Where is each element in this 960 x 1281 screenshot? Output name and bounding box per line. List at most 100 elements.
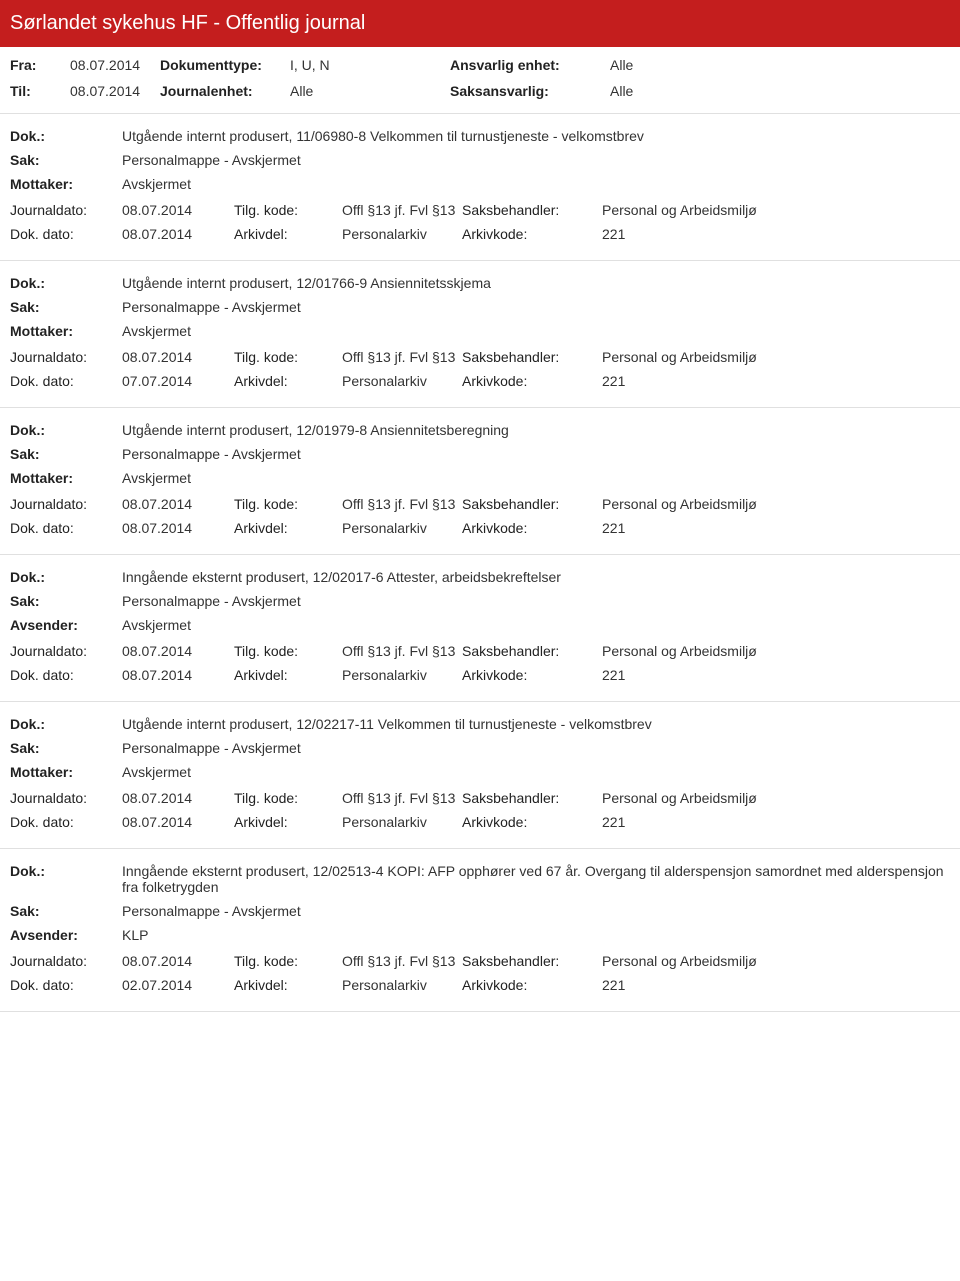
party-value: Avskjermet xyxy=(122,764,950,780)
tilgkode-label: Tilg. kode: xyxy=(234,496,342,512)
arkivkode-label: Arkivkode: xyxy=(462,814,602,830)
tilgkode-label: Tilg. kode: xyxy=(234,643,342,659)
arkivkode-label: Arkivkode: xyxy=(462,977,602,993)
dok-value: Inngående eksternt produsert, 12/02513-4… xyxy=(122,863,950,895)
saksbehandler-value: Personal og Arbeidsmiljø xyxy=(602,496,950,512)
journal-entry: Dok.:Utgående internt produsert, 12/0176… xyxy=(0,261,960,408)
dokdato-label: Dok. dato: xyxy=(10,667,122,683)
arkivkode-value: 221 xyxy=(602,977,950,993)
party-label: Mottaker: xyxy=(10,470,122,486)
arkivkode-value: 221 xyxy=(602,226,950,242)
sak-value: Personalmappe - Avskjermet xyxy=(122,740,950,756)
party-value: Avskjermet xyxy=(122,617,950,633)
party-label: Avsender: xyxy=(10,617,122,633)
doktype-value: I, U, N xyxy=(290,57,450,73)
arkivdel-value: Personalarkiv xyxy=(342,814,462,830)
saksbehandler-label: Saksbehandler: xyxy=(462,496,602,512)
saksbehandler-value: Personal og Arbeidsmiljø xyxy=(602,349,950,365)
saksansvarlig-label: Saksansvarlig: xyxy=(450,83,610,99)
ansvarlig-label: Ansvarlig enhet: xyxy=(450,57,610,73)
arkivdel-value: Personalarkiv xyxy=(342,977,462,993)
journal-entry: Dok.:Utgående internt produsert, 12/0197… xyxy=(0,408,960,555)
sak-label: Sak: xyxy=(10,446,122,462)
til-label: Til: xyxy=(10,83,70,99)
dok-label: Dok.: xyxy=(10,569,122,585)
dokdato-value: 02.07.2014 xyxy=(122,977,234,993)
arkivdel-label: Arkivdel: xyxy=(234,226,342,242)
saksbehandler-label: Saksbehandler: xyxy=(462,643,602,659)
tilgkode-label: Tilg. kode: xyxy=(234,953,342,969)
journaldato-label: Journaldato: xyxy=(10,349,122,365)
sak-value: Personalmappe - Avskjermet xyxy=(122,152,950,168)
journaldato-label: Journaldato: xyxy=(10,790,122,806)
arkivkode-value: 221 xyxy=(602,373,950,389)
fra-value: 08.07.2014 xyxy=(70,57,160,73)
dokdato-value: 08.07.2014 xyxy=(122,814,234,830)
journal-entry: Dok.:Utgående internt produsert, 12/0221… xyxy=(0,702,960,849)
tilgkode-value: Offl §13 jf. Fvl §13 xyxy=(342,202,462,218)
tilgkode-value: Offl §13 jf. Fvl §13 xyxy=(342,790,462,806)
saksbehandler-label: Saksbehandler: xyxy=(462,349,602,365)
journaldato-label: Journaldato: xyxy=(10,202,122,218)
sak-label: Sak: xyxy=(10,903,122,919)
journal-entry: Dok.:Utgående internt produsert, 11/0698… xyxy=(0,114,960,261)
dokdato-label: Dok. dato: xyxy=(10,373,122,389)
dok-value: Utgående internt produsert, 12/01979-8 A… xyxy=(122,422,950,438)
arkivkode-value: 221 xyxy=(602,667,950,683)
saksbehandler-value: Personal og Arbeidsmiljø xyxy=(602,790,950,806)
sak-value: Personalmappe - Avskjermet xyxy=(122,299,950,315)
dokdato-label: Dok. dato: xyxy=(10,977,122,993)
dokdato-value: 08.07.2014 xyxy=(122,667,234,683)
party-value: Avskjermet xyxy=(122,323,950,339)
party-label: Mottaker: xyxy=(10,323,122,339)
journaldato-value: 08.07.2014 xyxy=(122,953,234,969)
dok-label: Dok.: xyxy=(10,422,122,438)
tilgkode-value: Offl §13 jf. Fvl §13 xyxy=(342,953,462,969)
tilgkode-label: Tilg. kode: xyxy=(234,790,342,806)
arkivdel-value: Personalarkiv xyxy=(342,667,462,683)
arkivkode-value: 221 xyxy=(602,520,950,536)
page-title: Sørlandet sykehus HF - Offentlig journal xyxy=(0,0,960,47)
arkivkode-value: 221 xyxy=(602,814,950,830)
tilgkode-label: Tilg. kode: xyxy=(234,349,342,365)
tilgkode-label: Tilg. kode: xyxy=(234,202,342,218)
party-value: KLP xyxy=(122,927,950,943)
til-value: 08.07.2014 xyxy=(70,83,160,99)
journaldato-value: 08.07.2014 xyxy=(122,790,234,806)
journaldato-label: Journaldato: xyxy=(10,643,122,659)
dokdato-label: Dok. dato: xyxy=(10,520,122,536)
journaldato-value: 08.07.2014 xyxy=(122,349,234,365)
arkivkode-label: Arkivkode: xyxy=(462,373,602,389)
dok-value: Inngående eksternt produsert, 12/02017-6… xyxy=(122,569,950,585)
sak-label: Sak: xyxy=(10,152,122,168)
journaldato-value: 08.07.2014 xyxy=(122,643,234,659)
arkivdel-value: Personalarkiv xyxy=(342,373,462,389)
journaldato-label: Journaldato: xyxy=(10,953,122,969)
dokdato-value: 08.07.2014 xyxy=(122,226,234,242)
doktype-label: Dokumenttype: xyxy=(160,57,290,73)
dok-label: Dok.: xyxy=(10,128,122,144)
sak-label: Sak: xyxy=(10,593,122,609)
journalenhet-value: Alle xyxy=(290,83,450,99)
party-label: Avsender: xyxy=(10,927,122,943)
arkivkode-label: Arkivkode: xyxy=(462,520,602,536)
saksansvarlig-value: Alle xyxy=(610,83,730,99)
dok-label: Dok.: xyxy=(10,863,122,879)
sak-value: Personalmappe - Avskjermet xyxy=(122,446,950,462)
fra-label: Fra: xyxy=(10,57,70,73)
saksbehandler-label: Saksbehandler: xyxy=(462,790,602,806)
sak-label: Sak: xyxy=(10,740,122,756)
journalenhet-label: Journalenhet: xyxy=(160,83,290,99)
journaldato-value: 08.07.2014 xyxy=(122,202,234,218)
party-value: Avskjermet xyxy=(122,470,950,486)
dok-value: Utgående internt produsert, 12/02217-11 … xyxy=(122,716,950,732)
sak-value: Personalmappe - Avskjermet xyxy=(122,593,950,609)
journaldato-value: 08.07.2014 xyxy=(122,496,234,512)
party-label: Mottaker: xyxy=(10,764,122,780)
saksbehandler-value: Personal og Arbeidsmiljø xyxy=(602,953,950,969)
arkivkode-label: Arkivkode: xyxy=(462,667,602,683)
journaldato-label: Journaldato: xyxy=(10,496,122,512)
arkivkode-label: Arkivkode: xyxy=(462,226,602,242)
arkivdel-label: Arkivdel: xyxy=(234,814,342,830)
dokdato-label: Dok. dato: xyxy=(10,814,122,830)
